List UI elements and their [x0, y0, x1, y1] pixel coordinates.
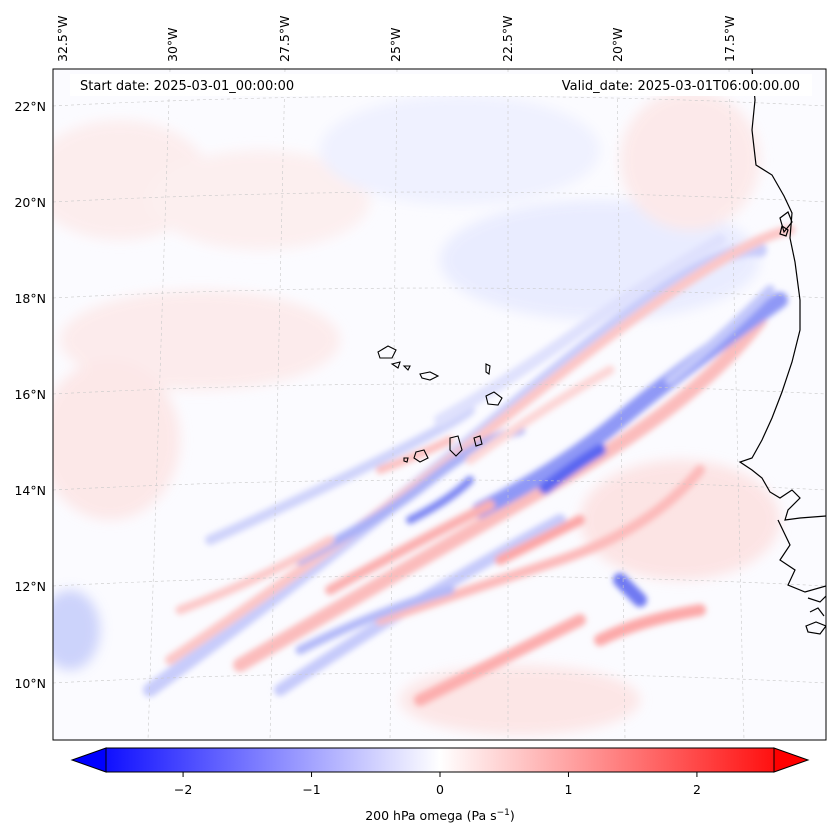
longitude-labels: 32.5°W 30°W 27.5°W 25°W 22.5°W 20°W 17.5… — [55, 16, 737, 62]
colorbar-tick-label: 1 — [564, 782, 572, 797]
lon-label: 20°W — [610, 27, 625, 62]
start-date-label: Start date: 2025-03-01_00:00:00 — [80, 79, 294, 94]
colorbar-tick-label: 0 — [436, 782, 444, 797]
lon-label: 32.5°W — [55, 16, 70, 62]
map-panel: Start date: 2025-03-01_00:00:00 Valid_da… — [53, 69, 826, 740]
colorbar-low-extend — [70, 747, 107, 773]
lat-label: 12°N — [14, 579, 46, 594]
colorbar-ticks: −2 −1 0 1 2 — [174, 772, 701, 797]
colorbar: −2 −1 0 1 2 200 hPa omega (Pa s−1) — [70, 747, 810, 823]
omega-field-streaks — [143, 225, 795, 706]
latitude-labels: 22°N 20°N 18°N 16°N 14°N 12°N 10°N — [14, 99, 46, 691]
map-frame — [52, 68, 827, 741]
cape-verde-islands — [377, 345, 503, 463]
lon-label: 27.5°W — [277, 16, 292, 62]
colorbar-tick-label: 2 — [693, 782, 701, 797]
lon-label: 17.5°W — [722, 16, 737, 62]
lat-label: 14°N — [14, 483, 46, 498]
lat-label: 20°N — [14, 195, 46, 210]
lat-label: 22°N — [14, 99, 46, 114]
colorbar-gradient — [105, 747, 775, 773]
lat-label: 18°N — [14, 291, 46, 306]
lat-label: 10°N — [14, 676, 46, 691]
valid-date-label: Valid_date: 2025-03-01T06:00:00.00 — [562, 79, 800, 94]
lon-label: 30°W — [165, 27, 180, 62]
omega-field-broad — [53, 90, 780, 735]
colorbar-high-extend — [773, 747, 810, 773]
colorbar-label: 200 hPa omega (Pa s−1) — [365, 808, 515, 823]
lat-label: 16°N — [14, 387, 46, 402]
coastline — [738, 69, 826, 635]
lon-label: 22.5°W — [500, 16, 515, 62]
colorbar-tick-label: −1 — [302, 782, 320, 797]
header-band — [70, 74, 812, 96]
graticule — [53, 69, 826, 740]
lon-label: 25°W — [388, 27, 403, 62]
colorbar-tick-label: −2 — [174, 782, 192, 797]
